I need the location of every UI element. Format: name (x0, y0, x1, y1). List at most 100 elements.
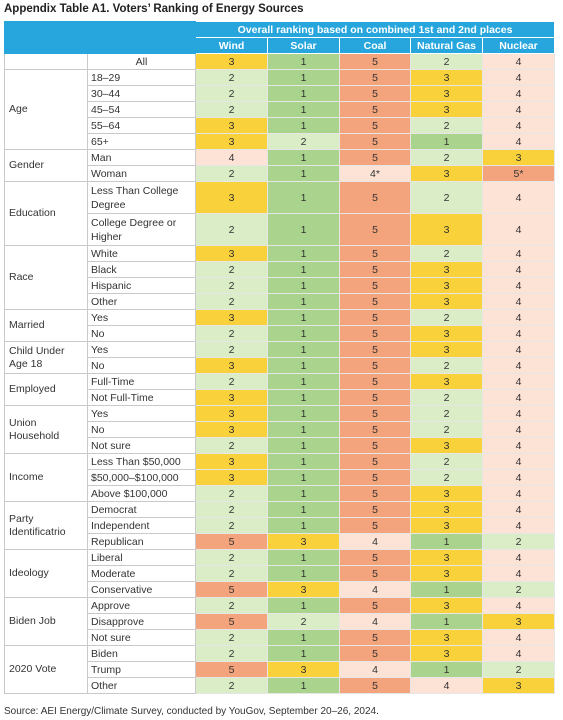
row-label: White (87, 245, 196, 262)
column-header: Coal (339, 37, 411, 54)
rank-cell: 2 (267, 613, 340, 630)
rank-cell: 2 (410, 357, 483, 374)
rank-cell: 4 (481, 629, 556, 646)
table-row: Other 2 1 5 4 3 (5, 677, 556, 694)
table-row: $50,000–$100,000 3 1 5 2 4 (5, 469, 556, 486)
rank-cell: 3 (410, 645, 483, 662)
rank-cell: 5 (339, 117, 411, 134)
rank-cell: 5 (339, 133, 411, 150)
row-label: Democrat (87, 501, 196, 518)
rank-cell: 3 (410, 277, 483, 294)
rank-cell: 3 (410, 565, 483, 582)
rank-cell: 3 (410, 69, 483, 86)
rank-cell: 5 (195, 661, 268, 678)
rank-cell: 4 (481, 405, 556, 422)
table-row: Age 18–29 2 1 5 3 4 (4, 69, 556, 150)
rank-cell: 4 (481, 69, 556, 86)
rank-cell: 4 (481, 85, 556, 102)
rank-cell: 5 (339, 629, 411, 646)
row-label: Approve (87, 597, 196, 614)
rank-cell: 5 (195, 613, 268, 630)
rank-cell: 4 (481, 453, 556, 470)
rank-cell: 5 (339, 101, 411, 118)
rank-cell: 4 (481, 309, 556, 326)
rank-cell: 3 (410, 549, 483, 566)
row-label: Man (87, 149, 196, 166)
rank-cell: 3 (267, 661, 340, 678)
rank-cell: 2 (195, 293, 268, 310)
group-label: 2020 Vote (4, 645, 88, 694)
header-blank (4, 37, 196, 54)
rank-cell: 5 (339, 373, 411, 390)
rank-cell: 1 (267, 437, 340, 454)
rank-cell: 1 (267, 149, 340, 166)
table-row: Not Full-Time 3 1 5 2 4 (5, 389, 556, 406)
rank-cell: 3 (195, 405, 268, 422)
rank-cell: 1 (267, 69, 340, 86)
row-label: $50,000–$100,000 (87, 469, 196, 486)
rank-cell: 5 (339, 405, 411, 422)
group-label: Employed (4, 373, 88, 406)
rank-cell: 1 (267, 405, 340, 422)
rank-cell: 3 (410, 341, 483, 358)
rank-cell: 2 (410, 469, 483, 486)
rank-cell: 5 (339, 357, 411, 374)
rank-cell: 1 (410, 661, 483, 678)
rank-cell: 5 (339, 53, 411, 70)
rank-cell: 5 (339, 597, 411, 614)
rank-cell: 5 (339, 437, 411, 454)
rank-cell: 4 (481, 293, 556, 310)
rank-cell: 3 (410, 165, 483, 182)
rank-cell: 3 (195, 309, 268, 326)
rank-cell: 1 (267, 517, 340, 534)
rank-cell: 4 (481, 485, 556, 502)
rank-cell: 4 (481, 357, 556, 374)
rank-cell: 1 (267, 453, 340, 470)
rank-cell: 1 (267, 309, 340, 326)
rank-cell: 4 (481, 325, 556, 342)
table-row: No 3 1 5 2 4 (5, 357, 556, 374)
rank-cell: 5* (481, 165, 556, 182)
rank-cell: 2 (195, 85, 268, 102)
table-row: Woman 2 1 4* 3 5* (5, 165, 556, 182)
rank-cell: 4 (195, 149, 268, 166)
table-row: Conservative 5 3 4 1 2 (5, 581, 556, 598)
row-label: 18–29 (87, 69, 196, 86)
rank-cell: 2 (481, 661, 556, 678)
rank-cell: 5 (339, 181, 411, 214)
row-label: No (87, 357, 196, 374)
table-row: Black 2 1 5 3 4 (5, 261, 556, 278)
rank-cell: 4 (481, 261, 556, 278)
rank-cell: 2 (410, 149, 483, 166)
rank-cell: 1 (267, 357, 340, 374)
group-label: Education (4, 181, 88, 246)
rank-cell: 1 (410, 533, 483, 550)
rank-cell: 2 (195, 101, 268, 118)
rank-cell: 3 (195, 357, 268, 374)
rank-cell: 1 (267, 565, 340, 582)
rank-cell: 1 (267, 277, 340, 294)
row-label: 65+ (87, 133, 196, 150)
rank-cell: 3 (195, 133, 268, 150)
rank-cell: 3 (481, 613, 556, 630)
rank-cell: 2 (410, 245, 483, 262)
rank-cell: 3 (410, 213, 483, 246)
row-label: 55–64 (87, 117, 196, 134)
rank-cell: 2 (410, 117, 483, 134)
row-label: College Degree or Higher (87, 213, 196, 246)
row-label: Full-Time (87, 373, 196, 390)
rank-cell: 3 (410, 437, 483, 454)
rank-cell: 2 (195, 165, 268, 182)
rank-cell: 1 (267, 549, 340, 566)
table-row: Ideology Liberal 2 1 5 3 4 (4, 549, 556, 598)
rank-cell: 4 (339, 533, 411, 550)
row-label: Other (87, 293, 196, 310)
table-row: Child Under Age 18 Yes 2 1 5 3 4 (4, 341, 556, 374)
rank-cell: 3 (410, 373, 483, 390)
rank-cell: 3 (410, 293, 483, 310)
group-label: Child Under Age 18 (4, 341, 88, 374)
rank-cell: 4 (481, 517, 556, 534)
rank-cell: 3 (267, 581, 340, 598)
rank-cell: 3 (195, 453, 268, 470)
rank-cell: 4 (481, 469, 556, 486)
